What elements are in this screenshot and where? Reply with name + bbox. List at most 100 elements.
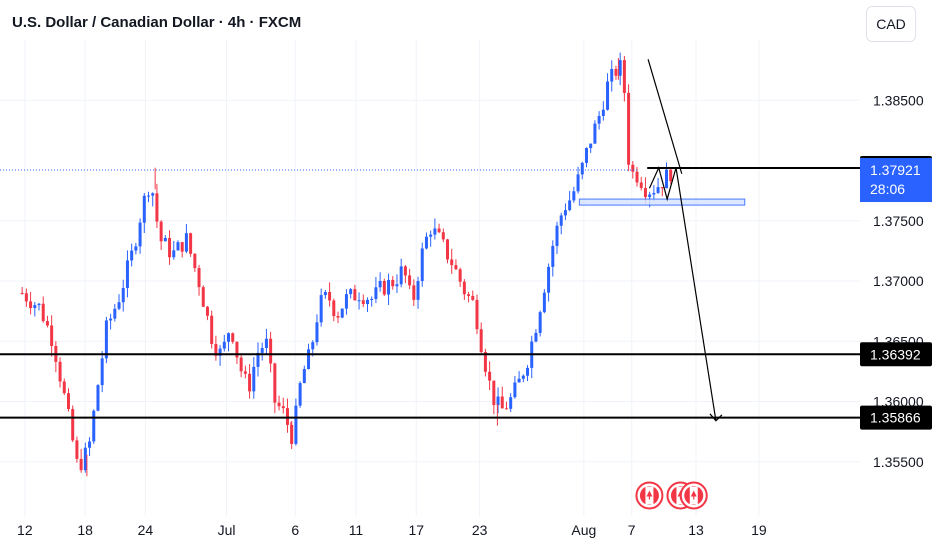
candle-body (138, 222, 142, 247)
candle-body (71, 409, 75, 441)
candle-body (121, 288, 125, 303)
candle-body (176, 242, 180, 251)
x-tick-label: 19 (751, 522, 767, 538)
candle-body (606, 81, 610, 110)
canada-flag-icon[interactable] (679, 481, 708, 510)
candle-body (635, 171, 639, 183)
x-tick-label: 12 (17, 522, 33, 538)
candle-body (391, 279, 395, 287)
candle-body (420, 248, 424, 282)
candle-body (315, 322, 319, 343)
candle-body (41, 303, 45, 322)
candle-body (660, 187, 664, 189)
candle-body (504, 408, 508, 410)
candle-body (117, 302, 121, 309)
candle-body (492, 380, 496, 406)
candle-body (597, 115, 601, 124)
countdown-label: 28:06 (870, 181, 905, 197)
projection-line[interactable] (647, 59, 683, 174)
candle-body (589, 143, 593, 149)
candle-body (50, 325, 54, 347)
candle-body (622, 60, 626, 93)
candle-body (125, 260, 129, 289)
candle-body (395, 284, 399, 287)
candle-body (172, 250, 176, 258)
candle-body (538, 312, 542, 333)
candle-body (311, 342, 315, 350)
candle-body (189, 233, 193, 254)
candle-body (433, 228, 437, 235)
y-tick-label: 1.37500 (873, 213, 924, 229)
currency-selector[interactable]: CAD (866, 6, 916, 42)
candle-body (551, 245, 555, 267)
x-tick-label: 23 (472, 522, 488, 538)
candle-body (441, 232, 445, 240)
candle-body (534, 332, 538, 342)
x-tick-label: Jul (218, 522, 236, 538)
candle-body (479, 329, 483, 353)
level-price-badge (860, 342, 932, 367)
candle-body (231, 333, 235, 342)
candle-body (399, 266, 403, 285)
candle-body (336, 316, 340, 318)
candle-body (285, 408, 289, 425)
candle-body (517, 378, 521, 383)
candle-body (467, 294, 471, 296)
candle-body (294, 405, 298, 444)
candle-body (281, 406, 285, 409)
candle-body (349, 289, 353, 295)
candle-body (151, 193, 155, 196)
candle-body (201, 287, 205, 307)
projection-path[interactable] (648, 165, 717, 421)
candle-body (458, 269, 462, 282)
candle-body (33, 305, 37, 309)
candle-body (416, 281, 420, 300)
candle-body (483, 352, 487, 372)
candle-body (627, 92, 631, 165)
level-price-label: 1.36392 (870, 346, 921, 362)
candle-body (256, 352, 260, 367)
x-tick-label: 18 (77, 522, 93, 538)
y-tick-label: 1.38500 (873, 92, 924, 108)
candle-body (155, 193, 159, 222)
candle-body (656, 187, 660, 193)
x-tick-label: Aug (571, 522, 596, 538)
candle-body (475, 299, 479, 330)
candle-body (340, 308, 344, 318)
candle-body (260, 348, 264, 353)
candle-body (83, 447, 87, 471)
candle-body (496, 396, 500, 406)
candle-body (437, 228, 441, 233)
candle-body (142, 195, 146, 223)
candle-body (239, 357, 243, 372)
candle-body (454, 265, 458, 270)
candle-body (159, 221, 163, 242)
candle-body (378, 280, 382, 288)
candle-body (227, 333, 231, 342)
candle-body (100, 358, 104, 386)
candle-body (269, 338, 273, 364)
candle-body (75, 440, 79, 459)
candle-body (559, 215, 563, 226)
x-tick-label: 17 (408, 522, 424, 538)
candle-body (572, 191, 576, 201)
candle-body (568, 200, 572, 211)
candle-body (526, 367, 530, 376)
candle-body (252, 366, 256, 392)
canada-flag-icon[interactable] (635, 481, 664, 510)
candle-body (446, 239, 450, 260)
candle-body (45, 321, 49, 326)
candle-body (243, 371, 247, 374)
candle-body (601, 109, 605, 116)
level-price-label: 1.35866 (870, 410, 921, 426)
candle-body (79, 458, 83, 471)
chart-title: U.S. Dollar / Canadian Dollar · 4h · FXC… (12, 14, 302, 31)
candle-body (408, 275, 412, 286)
support-zone[interactable] (578, 198, 746, 206)
candle-body (218, 348, 222, 356)
candle-body (500, 396, 504, 409)
candle-body (302, 369, 306, 384)
candle-body (555, 225, 559, 246)
candle-body (580, 162, 584, 175)
